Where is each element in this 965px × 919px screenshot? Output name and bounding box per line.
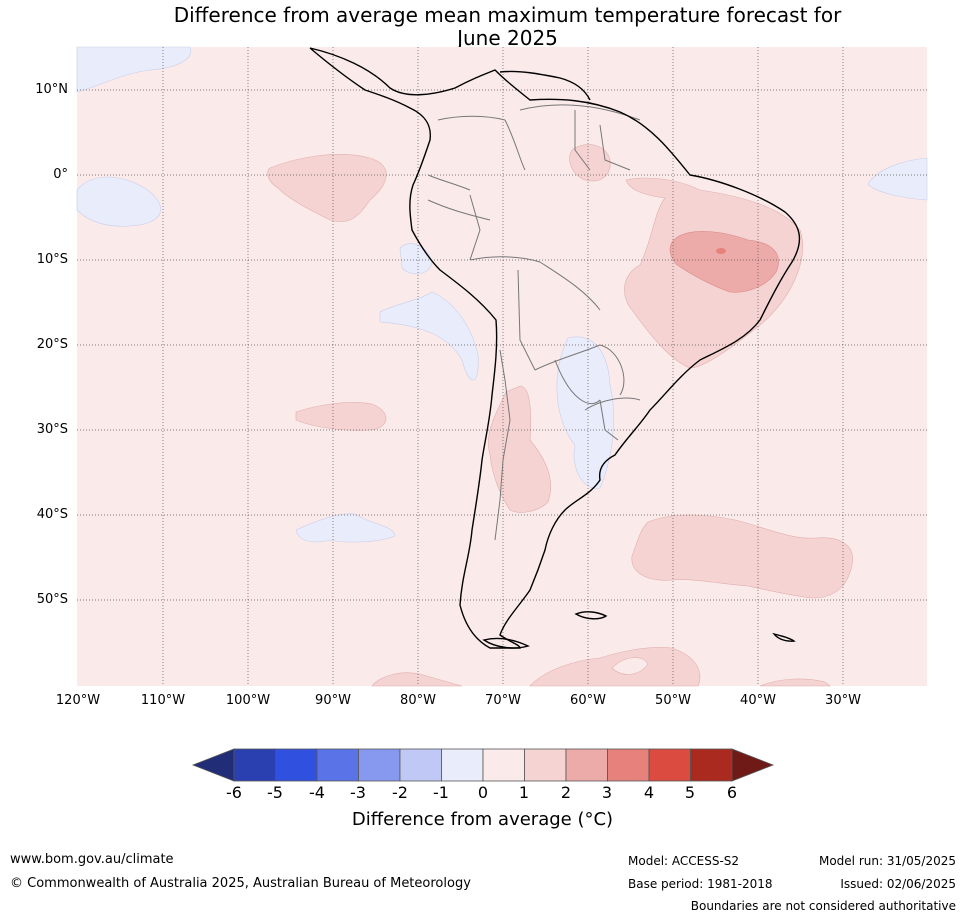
colorbar-extend-high [731, 748, 775, 782]
contour-warm-core [716, 248, 726, 254]
colorbar-cell [690, 748, 733, 782]
colorbar-cell [275, 748, 318, 782]
colorbar-cell [524, 748, 567, 782]
lon-label-50w: 50°W [655, 693, 691, 708]
lat-label-30s: 30°S [36, 422, 68, 437]
colorbar-cells [191, 748, 775, 782]
lon-label-100w: 100°W [225, 693, 271, 708]
colorbar-tick: -4 [309, 783, 325, 802]
colorbar-cell [441, 748, 484, 782]
footer-base-period: Base period: 1981-2018 [628, 877, 773, 891]
anomaly-contours [76, 46, 928, 687]
lon-label-60w: 60°W [570, 693, 606, 708]
country-borders [427, 104, 641, 541]
colorbar-cell [399, 748, 442, 782]
island-falklands [574, 611, 608, 620]
lat-label-20s: 20°S [36, 337, 68, 352]
coastline-south-america [309, 47, 801, 649]
lon-label-110w: 110°W [140, 693, 186, 708]
colorbar-tick: -5 [267, 783, 283, 802]
lat-label-0: 0° [53, 167, 68, 182]
lon-label-120w: 120°W [55, 693, 101, 708]
colorbar-tick: 3 [601, 783, 613, 802]
lon-label-80w: 80°W [400, 693, 436, 708]
contour-cool-equatorial-west [76, 176, 161, 227]
contour-cool-pacific-south [379, 291, 479, 381]
contour-cool-paraguay [556, 336, 614, 489]
colorbar-tick: 6 [726, 783, 738, 802]
footer-disclaimer: Boundaries are not considered authoritat… [690, 899, 956, 913]
island-tierra-del-fuego [482, 637, 530, 649]
colorbar-cell [358, 748, 401, 782]
lat-label-10n: 10°N [35, 82, 68, 97]
colorbar-tick: 1 [518, 783, 530, 802]
contour-warm-pacific-30s [295, 402, 387, 431]
footer-copyright: © Commonwealth of Australia 2025, Austra… [10, 876, 471, 891]
colorbar-tick: 2 [560, 783, 572, 802]
title-line-2: June 2025 [457, 26, 558, 50]
lon-label-30w: 30°W [825, 693, 861, 708]
contour-cool-inside-warm [611, 657, 649, 675]
colorbar-cell [607, 748, 650, 782]
lat-label-50s: 50°S [36, 592, 68, 607]
colorbar-tick: -3 [350, 783, 366, 802]
island-south-georgia [772, 632, 796, 642]
colorbar-tick: -6 [226, 783, 242, 802]
title-line-1: Difference from average mean maximum tem… [173, 3, 842, 27]
lon-label-90w: 90°W [315, 693, 351, 708]
colorbar-tick: 4 [643, 783, 655, 802]
colorbar-tick: 0 [477, 783, 489, 802]
contour-cool-northwest [76, 46, 192, 93]
map-title: Difference from average mean maximum tem… [0, 4, 965, 50]
coastline-caribbean [499, 70, 591, 101]
colorbar-extend-low [191, 748, 235, 782]
contour-warm-south-atlantic [631, 514, 853, 599]
lon-label-70w: 70°W [485, 693, 521, 708]
colorbar-cell [233, 748, 276, 782]
lon-label-40w: 40°W [740, 693, 776, 708]
colorbar-cell [316, 748, 359, 782]
footer-model: Model: ACCESS-S2 [628, 854, 740, 868]
contour-warm-southern-edge [371, 672, 463, 687]
gridlines [77, 47, 927, 686]
colorbar-tick: -2 [392, 783, 408, 802]
colorbar-tick: -1 [433, 783, 449, 802]
lat-label-10s: 10°S [36, 252, 68, 267]
coastlines [309, 47, 801, 649]
contour-cool-east [867, 157, 928, 201]
colorbar-cell [648, 748, 691, 782]
footer-model-run: Model run: 31/05/2025 [818, 854, 956, 868]
contour-warm-northeast-brazil [669, 231, 779, 293]
footer-website: www.bom.gov.au/climate [10, 852, 174, 867]
footer-issued: Issued: 02/06/2025 [840, 877, 956, 891]
contour-warm-southeast-edge [759, 678, 831, 687]
lat-label-40s: 40°S [36, 507, 68, 522]
contour-warm-galapagos [267, 154, 387, 222]
colorbar-tick: 5 [684, 783, 696, 802]
contour-warm-amazon [569, 144, 611, 182]
colorbar-cell [482, 748, 525, 782]
contour-cool-pacific-far-south [295, 513, 396, 543]
colorbar-cell [565, 748, 608, 782]
colorbar-label: Difference from average (°C) [351, 809, 614, 830]
